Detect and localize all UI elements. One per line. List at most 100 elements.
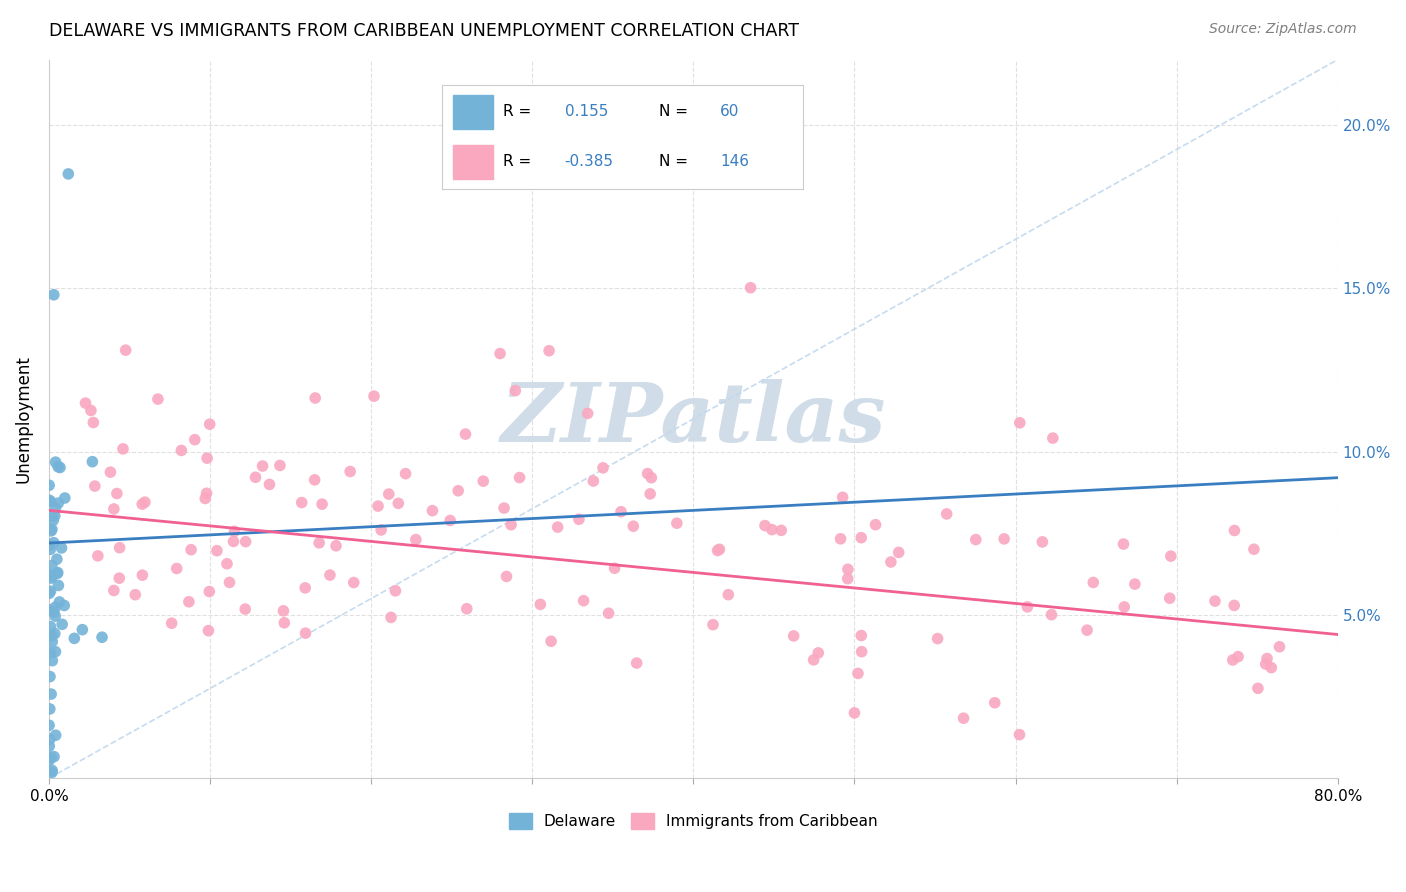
Point <box>394 467 416 481</box>
Point <box>311 497 333 511</box>
Point <box>108 571 131 585</box>
Point <box>807 646 830 660</box>
Point <box>49 460 72 475</box>
Point <box>1243 542 1265 557</box>
Point <box>80 403 103 417</box>
Point <box>489 346 512 360</box>
Point <box>540 634 562 648</box>
Point <box>851 628 873 642</box>
Point <box>1076 623 1098 637</box>
Point <box>993 532 1015 546</box>
Point <box>547 520 569 534</box>
Point <box>1223 599 1246 613</box>
Point <box>363 389 385 403</box>
Point <box>195 486 218 500</box>
Point <box>1160 549 1182 563</box>
Point <box>1031 535 1053 549</box>
Point <box>45 455 67 469</box>
Point <box>592 461 614 475</box>
Point <box>44 645 66 659</box>
Point <box>198 584 221 599</box>
Point <box>603 561 626 575</box>
Point <box>529 598 551 612</box>
Point <box>41 570 63 584</box>
Point <box>45 728 67 742</box>
Point <box>1204 594 1226 608</box>
Point <box>572 593 595 607</box>
Point <box>41 628 63 642</box>
Point <box>103 583 125 598</box>
Point <box>831 490 853 504</box>
Point <box>39 494 62 508</box>
Point <box>782 629 804 643</box>
Point <box>626 656 648 670</box>
Point <box>131 497 153 511</box>
Point <box>576 406 599 420</box>
Point <box>184 433 207 447</box>
Point <box>706 543 728 558</box>
Point <box>830 532 852 546</box>
Point <box>233 602 256 616</box>
Point <box>269 458 291 473</box>
Point <box>638 487 661 501</box>
Point <box>1040 607 1063 622</box>
Point <box>1223 524 1246 538</box>
Point <box>984 696 1007 710</box>
Point <box>1008 728 1031 742</box>
Point <box>472 474 495 488</box>
Point <box>851 645 873 659</box>
Point <box>215 557 238 571</box>
Point <box>803 653 825 667</box>
Point <box>273 615 295 630</box>
Point <box>495 569 517 583</box>
Point <box>45 552 67 566</box>
Point <box>456 601 478 615</box>
Point <box>42 513 65 527</box>
Point <box>387 496 409 510</box>
Point <box>761 523 783 537</box>
Point <box>965 533 987 547</box>
Point <box>319 568 342 582</box>
Point <box>846 666 869 681</box>
Point <box>44 609 66 624</box>
Point <box>195 451 218 466</box>
Point <box>39 687 62 701</box>
Point <box>770 524 793 538</box>
Point <box>1017 599 1039 614</box>
Point <box>39 750 62 764</box>
Point <box>224 524 246 539</box>
Point <box>325 539 347 553</box>
Point <box>447 483 470 498</box>
Point <box>952 711 974 725</box>
Point <box>598 606 620 620</box>
Point <box>42 535 65 549</box>
Point <box>44 626 66 640</box>
Point <box>38 478 60 492</box>
Point <box>44 508 66 523</box>
Point <box>105 486 128 500</box>
Point <box>844 706 866 720</box>
Point <box>124 588 146 602</box>
Point <box>439 514 461 528</box>
Point <box>887 545 910 559</box>
Legend: Delaware, Immigrants from Caribbean: Delaware, Immigrants from Caribbean <box>502 807 884 835</box>
Point <box>717 588 740 602</box>
Point <box>39 619 62 633</box>
Point <box>754 518 776 533</box>
Point <box>273 604 295 618</box>
Point <box>1159 591 1181 606</box>
Point <box>538 343 561 358</box>
Point <box>146 392 169 406</box>
Point <box>370 523 392 537</box>
Point <box>252 458 274 473</box>
Point <box>1256 651 1278 665</box>
Point <box>39 542 62 557</box>
Point <box>44 501 66 516</box>
Point <box>41 634 63 648</box>
Point <box>621 519 644 533</box>
Point <box>384 583 406 598</box>
Point <box>610 505 633 519</box>
Point <box>39 584 62 599</box>
Point <box>170 443 193 458</box>
Point <box>927 632 949 646</box>
